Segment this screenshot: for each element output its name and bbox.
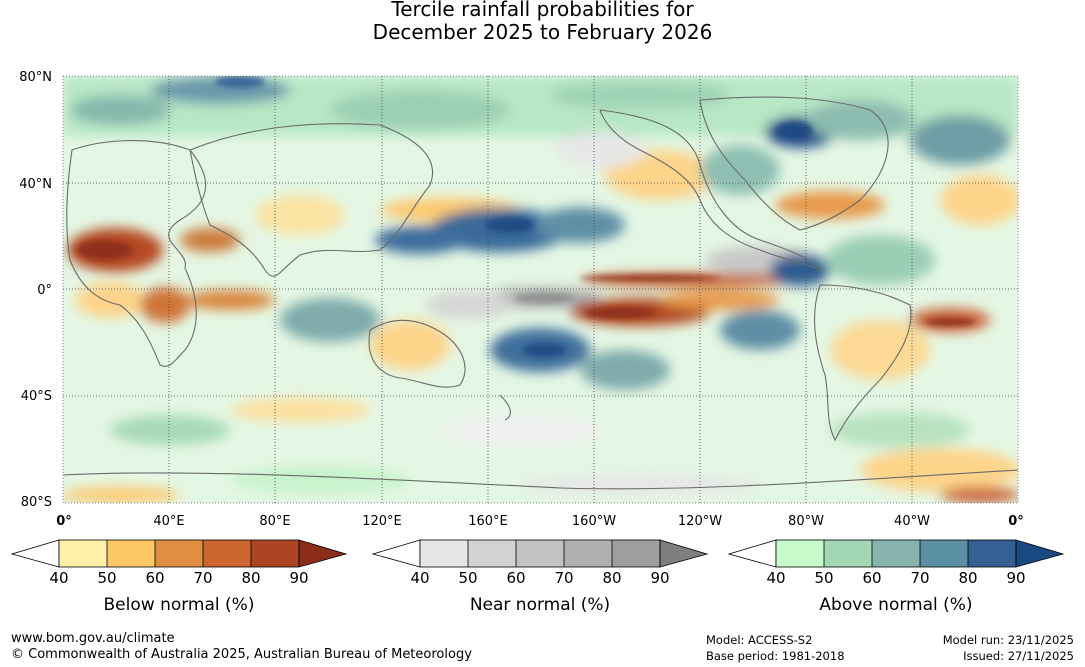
lon-label-120e: 120°E [362,514,402,529]
legend-below-tick: 70 [193,569,212,587]
latitude-labels: 80°N 40°N 0° 40°S 80°S [19,70,52,510]
legend-above-tick: 70 [910,569,929,587]
legend-near-swatch-5 [612,540,660,567]
lon-label-80e: 80°E [259,514,290,529]
legend-above-swatch-2 [824,540,872,567]
legend-below-normal: 40 50 60 70 80 90 Below normal (%) [10,539,348,615]
legend-above-swatch-5 [968,540,1016,567]
lat-label-eq: 0° [37,283,52,298]
legend-below-swatch-5 [251,540,299,567]
legend-above-tick: 90 [1006,569,1025,587]
legend-near-tick: 60 [506,569,525,587]
lon-label-0: 0° [56,514,72,529]
legend-below-label: Below normal (%) [104,595,255,615]
legend-below-tick: 60 [145,569,164,587]
footer-copyright: © Commonwealth of Australia 2025, Austra… [11,647,472,662]
legend-below-swatch-3 [155,540,203,567]
longitude-labels: 0° 40°E 80°E 120°E 160°E 160°W 120°W 80°… [56,514,1024,529]
legend-below-tick: 90 [289,569,308,587]
lon-label-120w: 120°W [678,514,722,529]
lon-label-40w: 40°W [894,514,930,529]
legend-above-swatch-3 [872,540,920,567]
legend-above-normal: 40 50 60 70 80 90 Above normal (%) [727,539,1065,615]
lon-label-0-right: 0° [1008,514,1024,529]
legend-above-label: Above normal (%) [819,595,972,615]
lat-label-40s: 40°S [21,389,52,404]
legend-below-tick: 80 [241,569,260,587]
graticule [63,76,1018,503]
legend-below-swatch-4 [203,540,251,567]
legend-near-swatch-4 [564,540,612,567]
legend-below-extend [298,539,348,568]
footer-model: Model: ACCESS-S2 [706,633,813,647]
legend-near-extend [659,539,709,568]
legend-near-tick: 50 [458,569,477,587]
lon-label-160w: 160°W [572,514,616,529]
legend-below-tick: 40 [49,569,68,587]
legend-near-swatch-1 [420,540,468,567]
legend-near-swatch-3 [516,540,564,567]
legend-near-normal: 40 50 60 70 80 90 Near normal (%) [371,539,709,615]
legend-above-swatch-4 [920,540,968,567]
legend-above-extend [1015,539,1065,568]
footer-model-run: Model run: 23/11/2025 [942,633,1074,647]
legend-above-tick: 80 [958,569,977,587]
rainfall-probability-map [63,76,1018,503]
legend-below-swatch-1 [59,540,107,567]
lon-label-40e: 40°E [153,514,184,529]
lat-label-80s: 80°S [21,495,52,510]
legend-near-tick: 90 [650,569,669,587]
legend-near-label: Near normal (%) [470,595,610,615]
legend-below-swatch-2 [107,540,155,567]
legend-above-tick: 50 [814,569,833,587]
lon-label-160e: 160°E [468,514,508,529]
legend-below-tick: 50 [97,569,116,587]
lon-label-80w: 80°W [788,514,824,529]
legend-above-swatch-1 [776,540,824,567]
title-line-2: December 2025 to February 2026 [372,20,713,44]
legend-above-tick: 60 [862,569,881,587]
legend-near-tick: 80 [602,569,621,587]
lat-label-40n: 40°N [19,177,52,192]
footer-base-period: Base period: 1981-2018 [706,649,845,663]
legend-near-tick: 40 [410,569,429,587]
legend-near-tick: 70 [554,569,573,587]
legend-above-tick: 40 [766,569,785,587]
footer-url: www.bom.gov.au/climate [11,631,175,646]
legend-near-swatch-2 [468,540,516,567]
title-line-1: Tercile rainfall probabilities for [391,0,694,21]
lat-label-80n: 80°N [19,70,52,85]
footer-issued: Issued: 27/11/2025 [963,649,1074,663]
coastlines [63,96,1018,490]
